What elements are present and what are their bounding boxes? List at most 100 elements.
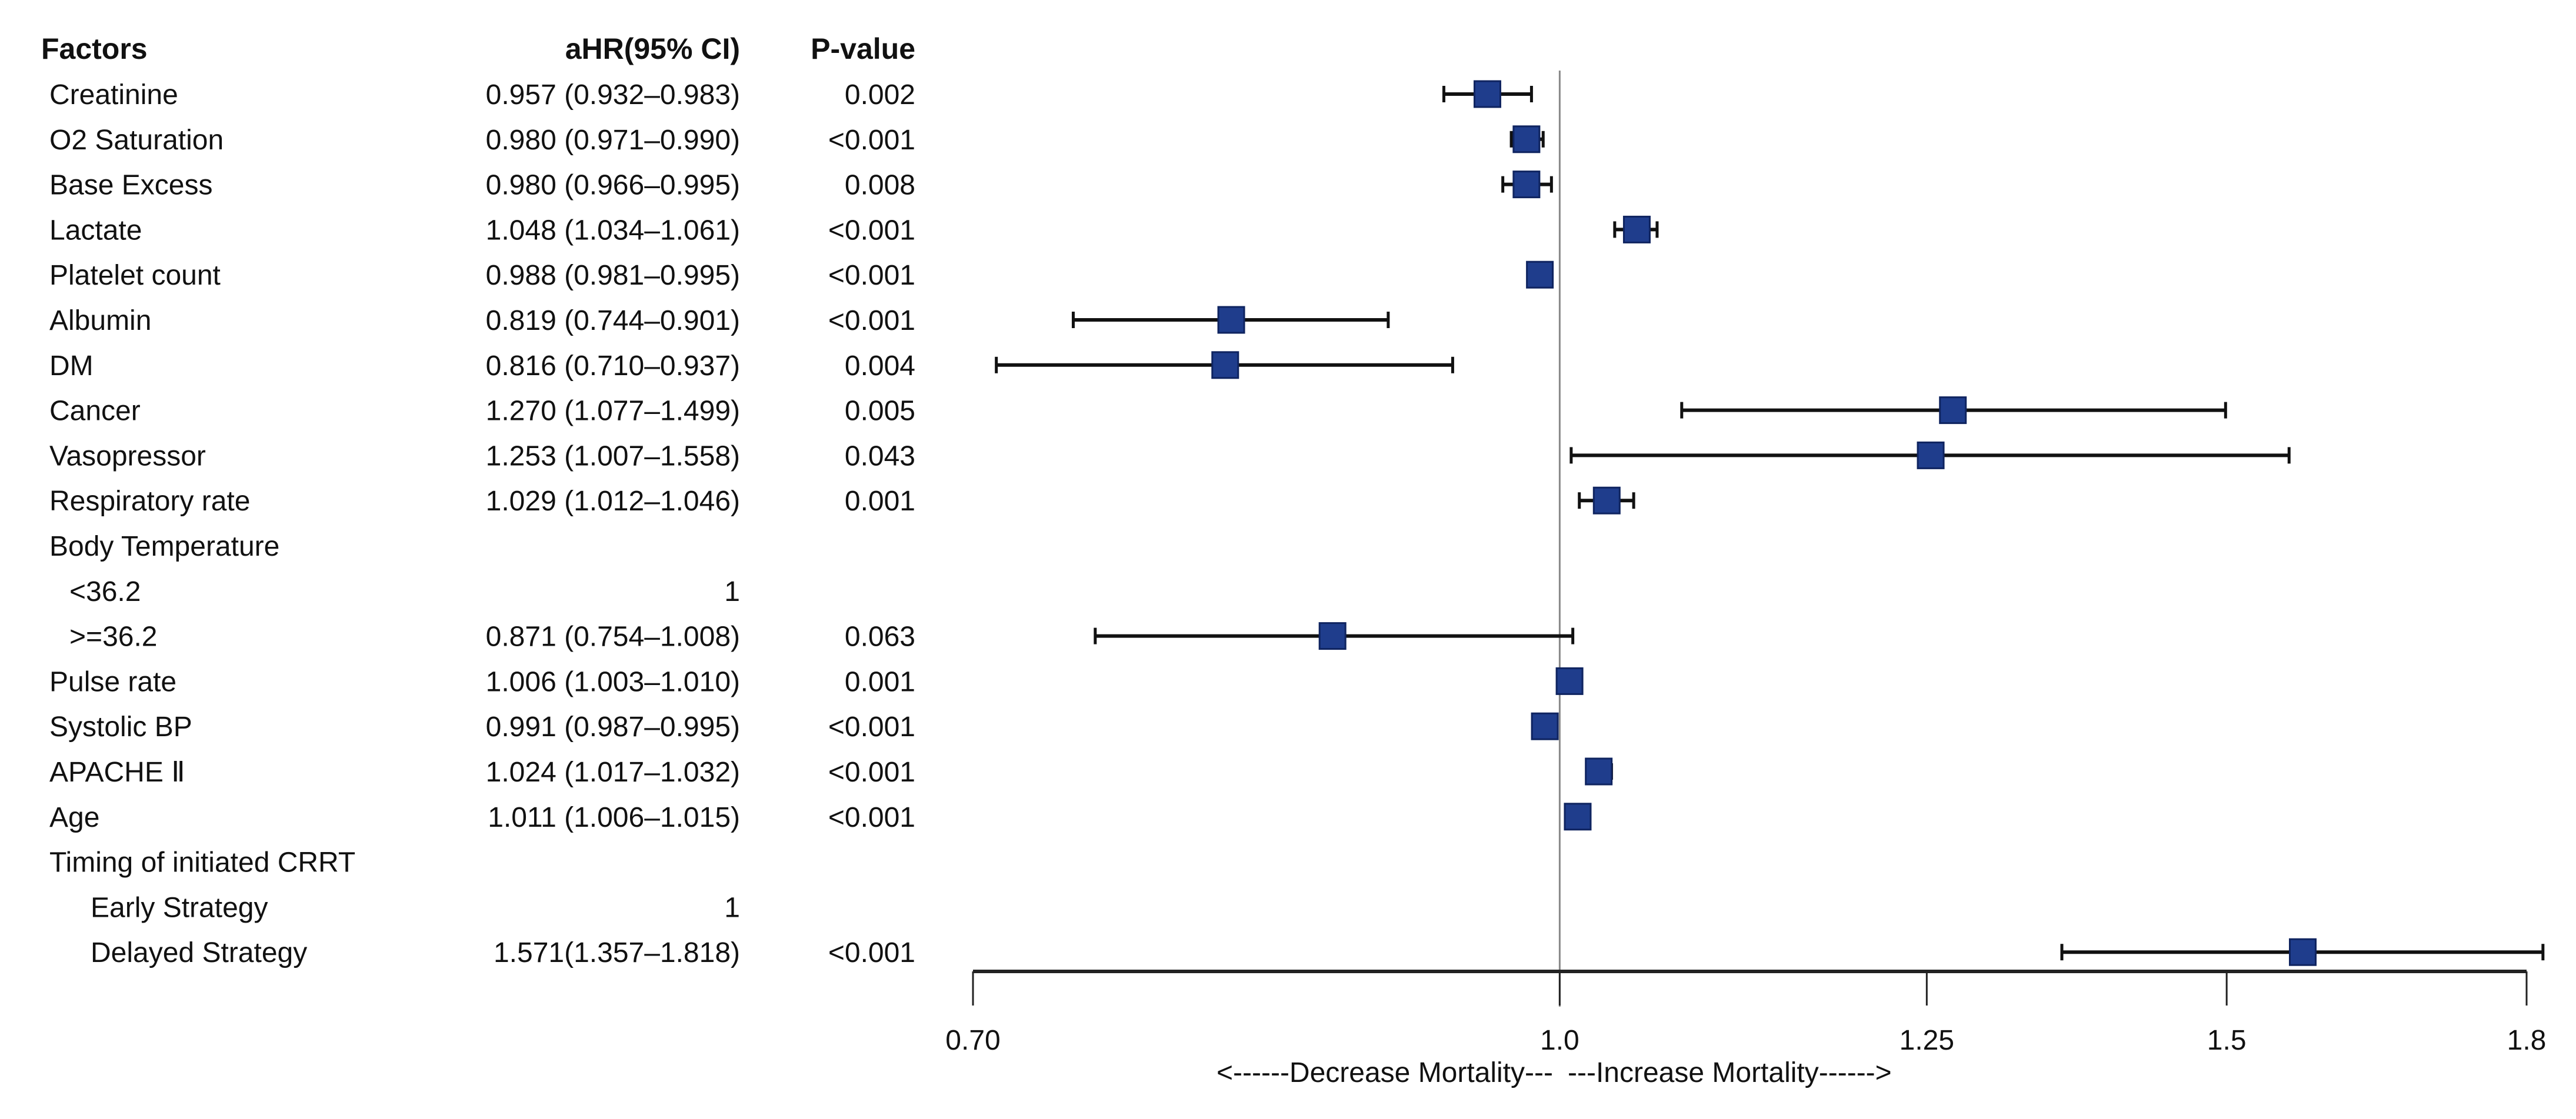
table-row: Creatinine 0.957 (0.932–0.983) 0.002	[49, 79, 915, 111]
table-row: Body Temperature	[49, 531, 279, 562]
factor-label: Age	[49, 802, 99, 833]
p-value: 0.063	[845, 622, 915, 653]
factor-label: Base Excess	[49, 170, 212, 201]
factor-label: Platelet count	[49, 260, 221, 291]
p-value: <0.001	[828, 937, 915, 968]
ahr-value: 1.048 (1.034–1.061)	[486, 215, 740, 246]
factor-label: Lactate	[49, 215, 142, 246]
p-value: 0.001	[845, 666, 915, 697]
factor-label: Vasopressor	[49, 440, 206, 472]
factor-label: Respiratory rate	[49, 486, 250, 517]
factor-label: Timing of initiated CRRT	[49, 847, 355, 879]
table-rows: Creatinine 0.957 (0.932–0.983) 0.002 O2 Sat…	[49, 79, 915, 968]
table-row: Systolic BP 0.991 (0.987–0.995) <0.001	[49, 712, 915, 743]
p-value: <0.001	[828, 802, 915, 833]
table-row: Delayed Strategy 1.571(1.357–1.818) <0.001	[91, 937, 915, 968]
table-row: Cancer 1.270 (1.077–1.499) 0.005	[49, 396, 915, 427]
ahr-value: 1.253 (1.007–1.558)	[486, 440, 740, 472]
point-estimate-marker	[1318, 622, 1347, 650]
factor-label: Early Strategy	[91, 892, 268, 923]
plot-area: 0.70 1.0 1.25 1.5 1.8	[945, 71, 2546, 1056]
table-row: Lactate 1.048 (1.034–1.061) <0.001	[49, 215, 915, 246]
table-row: Timing of initiated CRRT	[49, 847, 355, 879]
ahr-value: 0.816 (0.710–0.937)	[486, 350, 740, 382]
p-value: 0.004	[845, 350, 915, 382]
annotation-decrease: <------Decrease Mortality---	[1217, 1057, 1553, 1088]
point-estimate-marker	[1939, 396, 1967, 425]
p-value: <0.001	[828, 712, 915, 743]
table-row: Base Excess 0.980 (0.966–0.995) 0.008	[49, 170, 915, 201]
x-tick-label: 1.0	[1540, 1025, 1579, 1056]
table-row: Age 1.011 (1.006–1.015) <0.001	[49, 802, 915, 833]
point-estimate-marker	[1512, 171, 1541, 199]
table-row: <36.2 1	[69, 576, 740, 607]
factor-label: O2 Saturation	[49, 125, 224, 156]
table-row: DM 0.816 (0.710–0.937) 0.004	[49, 350, 915, 382]
ahr-value: 1.029 (1.012–1.046)	[486, 486, 740, 517]
table-row: Vasopressor 1.253 (1.007–1.558) 0.043	[49, 440, 915, 472]
p-value: 0.001	[845, 486, 915, 517]
point-estimate-marker	[1917, 441, 1945, 469]
p-value: <0.001	[828, 260, 915, 291]
factor-label: Delayed Strategy	[91, 937, 307, 968]
ahr-value: 1.571(1.357–1.818)	[494, 937, 740, 968]
table-row: APACHE Ⅱ 1.024 (1.017–1.032) <0.001	[49, 757, 915, 788]
point-estimate-marker	[1585, 757, 1613, 786]
p-value: 0.043	[845, 440, 915, 472]
point-estimate-marker	[1555, 667, 1584, 695]
p-value: 0.008	[845, 170, 915, 201]
factor-label: >=36.2	[69, 622, 157, 653]
point-estimate-marker	[1622, 215, 1651, 243]
x-tick-label: 1.25	[1899, 1025, 1954, 1056]
ahr-value: 1.024 (1.017–1.032)	[486, 757, 740, 788]
table-row: Early Strategy 1	[91, 892, 740, 923]
table-row: Respiratory rate 1.029 (1.012–1.046) 0.001	[49, 486, 915, 517]
point-estimate-marker	[1564, 803, 1592, 831]
factor-label: <36.2	[69, 576, 141, 607]
table-row: Platelet count 0.988 (0.981–0.995) <0.001	[49, 260, 915, 291]
ahr-value: 0.819 (0.744–0.901)	[486, 305, 740, 336]
ahr-value: 0.957 (0.932–0.983)	[486, 79, 740, 111]
ahr-value: 1	[724, 892, 740, 923]
point-estimate-marker	[1217, 306, 1245, 334]
ahr-value: 1.270 (1.077–1.499)	[486, 396, 740, 427]
x-tick-label: 1.5	[2207, 1025, 2247, 1056]
table-row: >=36.2 0.871 (0.754–1.008) 0.063	[69, 622, 915, 653]
annotation-increase: ---Increase Mortality------>	[1568, 1057, 1892, 1088]
factor-label: Pulse rate	[49, 666, 176, 697]
x-tick-label: 1.8	[2507, 1025, 2547, 1056]
ahr-value: 0.980 (0.971–0.990)	[486, 125, 740, 156]
ahr-value: 0.871 (0.754–1.008)	[486, 622, 740, 653]
ahr-value: 0.980 (0.966–0.995)	[486, 170, 740, 201]
factor-label: DM	[49, 350, 94, 382]
ahr-value: 1.011 (1.006–1.015)	[488, 802, 740, 833]
p-value: <0.001	[828, 305, 915, 336]
factor-label: APACHE Ⅱ	[49, 757, 185, 788]
factor-label: Creatinine	[49, 79, 178, 111]
point-estimate-marker	[1526, 260, 1554, 289]
table-row: Albumin 0.819 (0.744–0.901) <0.001	[49, 305, 915, 336]
factor-label: Systolic BP	[49, 712, 192, 743]
p-value: 0.002	[845, 79, 915, 111]
header-p-value: P-value	[811, 32, 915, 65]
ahr-value: 0.988 (0.981–0.995)	[486, 260, 740, 291]
p-value: <0.001	[828, 757, 915, 788]
p-value: <0.001	[828, 215, 915, 246]
ahr-value: 1.006 (1.003–1.010)	[486, 666, 740, 697]
x-tick-label: 0.70	[945, 1025, 1000, 1056]
point-estimate-marker	[1473, 80, 1501, 108]
table-row: O2 Saturation 0.980 (0.971–0.990) <0.001	[49, 125, 915, 156]
ahr-value: 0.991 (0.987–0.995)	[486, 712, 740, 743]
point-estimate-marker	[1211, 351, 1239, 379]
p-value: 0.005	[845, 396, 915, 427]
ahr-value: 1	[724, 576, 740, 607]
header-ahr: aHR(95% CI)	[565, 32, 740, 65]
factor-label: Albumin	[49, 305, 151, 336]
point-estimate-marker	[1531, 712, 1559, 740]
factor-label: Cancer	[49, 396, 141, 427]
header-factors: Factors	[41, 32, 148, 65]
table-row: Pulse rate 1.006 (1.003–1.010) 0.001	[49, 666, 915, 697]
point-estimate-marker	[1592, 486, 1621, 515]
point-estimate-marker	[2288, 938, 2317, 966]
